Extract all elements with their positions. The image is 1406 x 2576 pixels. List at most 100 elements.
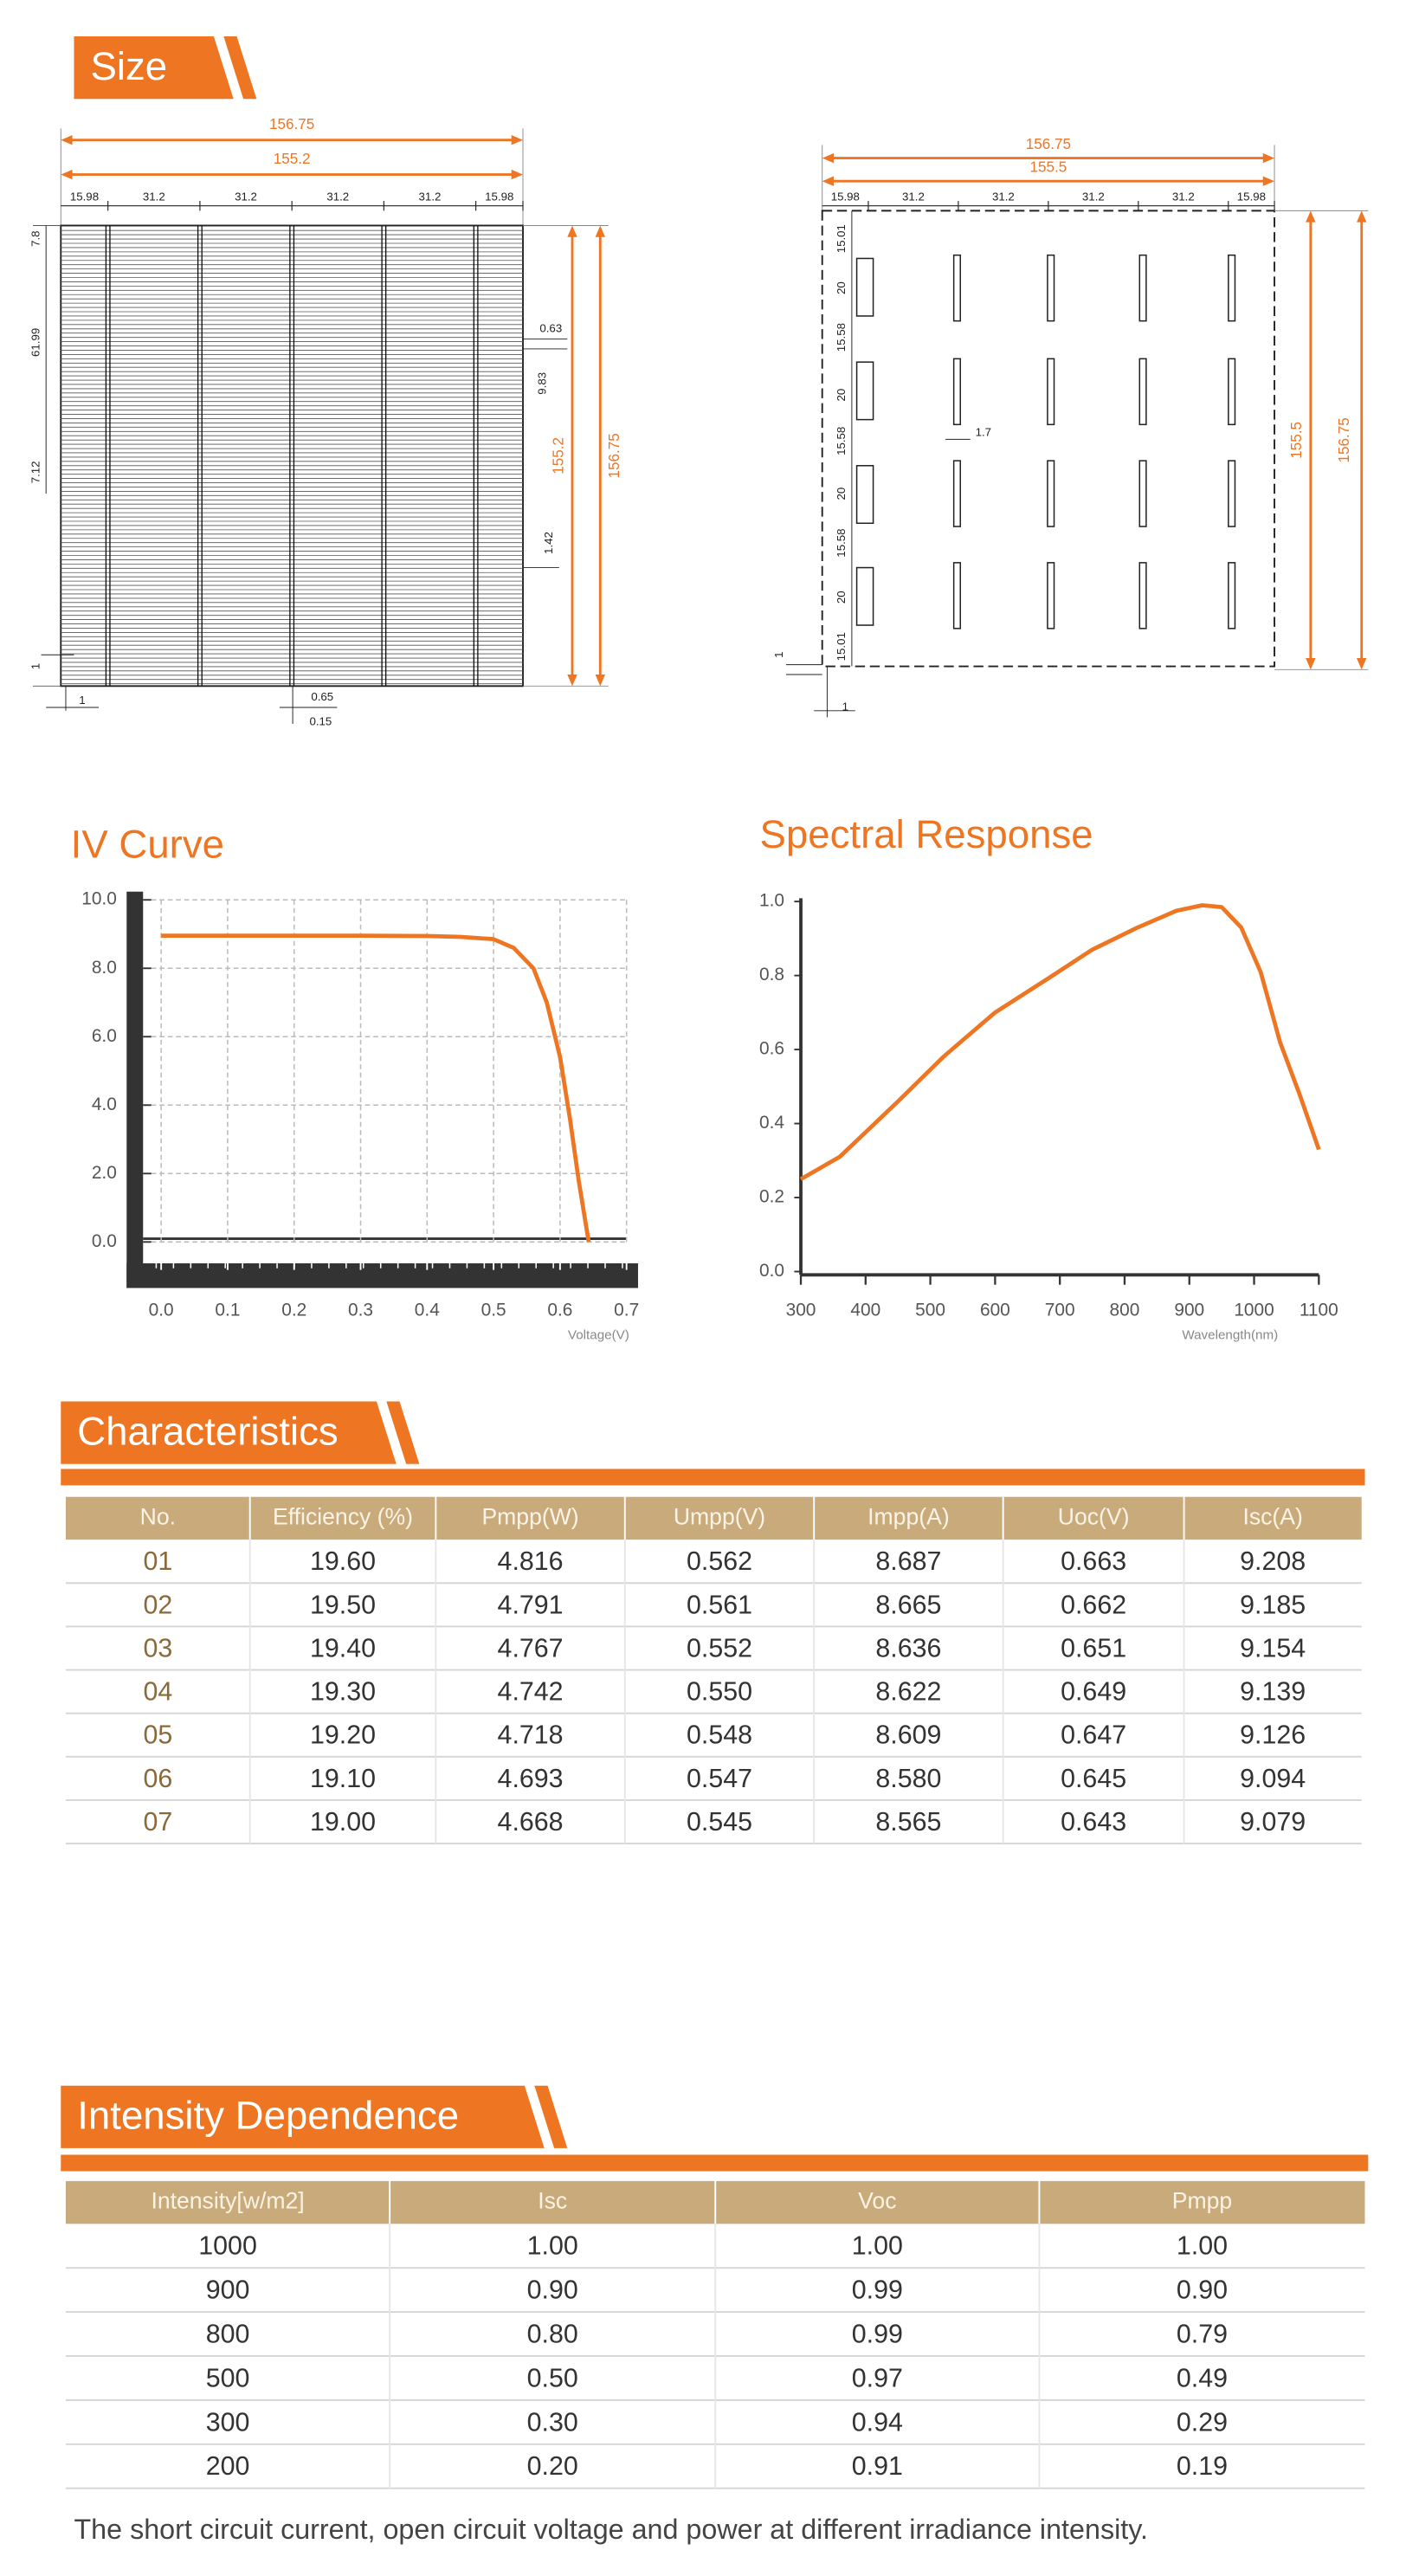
table-cell: 0.30 [527,2407,578,2437]
table-cell: 04 [143,1677,172,1707]
x-tick-label: 0.2 [281,1301,306,1320]
arrow [61,169,73,180]
pad [855,361,874,421]
table-cell: 19.00 [310,1807,376,1837]
table-cell: 8.622 [875,1677,941,1707]
table-cell: 0.29 [1177,2407,1228,2437]
table-cell: 9.126 [1240,1721,1306,1750]
dimension-label: 0.63 [539,322,562,335]
dimension-label: 20 [835,389,848,402]
table-cell: 0.550 [687,1677,752,1707]
dimension-label: 61.99 [29,328,42,357]
slot [1228,358,1236,426]
slot [1047,358,1055,426]
table-cell: 0.562 [687,1546,752,1576]
dimension-label: 1.42 [542,532,555,554]
table-cell: 0.561 [687,1590,752,1619]
arrow [822,176,835,186]
column-header: Isc [538,2188,567,2214]
table-cell: 9.094 [1240,1764,1306,1793]
table-cell: 4.693 [498,1764,564,1793]
table-cell: 1000 [198,2231,257,2261]
section-bar [61,1469,1365,1486]
table-cell: 8.687 [875,1546,941,1576]
table-header-bg [65,1496,1362,1540]
x-tick-label: 0.7 [614,1301,639,1320]
curve [161,933,591,1243]
x-tick-label: 0.3 [348,1301,373,1320]
dimension-label: 15.98 [1237,190,1266,203]
x-axis-label: Voltage(V) [568,1328,629,1343]
section-tab [61,1401,397,1464]
table-cell: 8.609 [875,1721,941,1750]
chart-title: IV Curve [71,823,224,867]
pad [855,257,874,317]
x-tick-label: 400 [850,1301,880,1320]
y-tick-label: 1.0 [759,891,784,911]
column-header: Impp(A) [867,1503,950,1529]
dimension-label: 31.2 [326,190,349,203]
arrow [1262,176,1275,186]
y-tick-label: 0.8 [759,965,784,985]
table-cell: 8.565 [875,1807,941,1837]
dimension-label: 15.58 [835,528,848,557]
table-cell: 900 [206,2276,250,2305]
arrow [567,225,577,237]
table-cell: 0.548 [687,1721,752,1750]
column-header: Voc [858,2188,896,2214]
slot [1138,358,1147,426]
table-cell: 9.154 [1240,1633,1306,1662]
table-cell: 0.97 [852,2363,903,2392]
table-cell: 9.185 [1240,1590,1306,1619]
table-cell: 19.50 [310,1590,376,1619]
dimension-label: 15.58 [835,323,848,352]
column-header: Isc(A) [1242,1503,1302,1529]
dimension-label: 1 [772,652,785,658]
table-cell: 0.645 [1061,1764,1126,1793]
section-title: Characteristics [77,1410,338,1454]
table-cell: 4.718 [498,1721,564,1750]
table-cell: 19.40 [310,1633,376,1662]
table-cell: 8.580 [875,1764,941,1793]
arrow [61,135,73,145]
arrow [1306,658,1316,670]
dimension-label: 1 [29,663,42,669]
dimension-label: 15.98 [70,190,99,203]
table-cell: 4.742 [498,1677,564,1707]
table-cell: 1.00 [852,2231,903,2261]
dimension-label: 156.75 [1336,417,1352,462]
x-axis-bar [126,1263,638,1288]
table-cell: 0.91 [852,2451,903,2481]
x-tick-label: 300 [786,1301,816,1320]
dimension-label: 31.2 [143,190,165,203]
slot [952,460,962,527]
table-cell: 800 [206,2319,250,2348]
slot [1138,460,1147,527]
section-bar [61,2154,1369,2172]
column-header: No. [140,1503,176,1529]
dimension-label: 20 [835,281,848,294]
table-cell: 500 [206,2363,250,2392]
table-cell: 0.663 [1061,1546,1126,1576]
x-tick-label: 1100 [1300,1301,1338,1320]
dimension-label: 31.2 [419,190,442,203]
arrow [822,152,835,164]
dimension-label: 155.5 [1030,159,1067,176]
x-tick-label: 0.6 [547,1301,572,1320]
table-cell: 02 [143,1590,172,1619]
column-header: Intensity[w/m2] [151,2188,304,2214]
x-tick-label: 0.0 [149,1301,174,1320]
slot [952,562,962,629]
slot [1228,562,1236,629]
tab-stripe [223,36,257,100]
dimension-label: 155.5 [1288,422,1305,459]
table-cell: 0.643 [1061,1807,1126,1837]
arrow [1357,210,1367,223]
dimension-label: 15.58 [835,427,848,455]
table-cell: 0.99 [852,2319,903,2348]
table-cell: 8.665 [875,1590,941,1619]
table-cell: 4.816 [498,1546,564,1576]
dimension-label: 155.2 [274,151,311,167]
dimension-label: 20 [835,487,848,500]
table-cell: 0.49 [1177,2363,1228,2392]
